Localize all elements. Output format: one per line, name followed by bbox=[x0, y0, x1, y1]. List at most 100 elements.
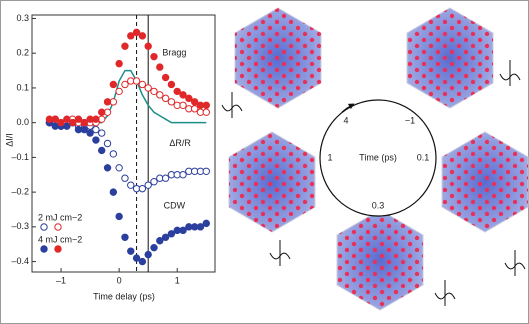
data-point bbox=[138, 257, 147, 266]
time-value: 1 bbox=[327, 152, 332, 162]
data-point bbox=[74, 115, 83, 123]
y-tick-label: 0.3 bbox=[16, 13, 29, 23]
data-point bbox=[179, 101, 187, 109]
data-point bbox=[103, 98, 112, 106]
data-point bbox=[103, 139, 112, 148]
annotation: CDW bbox=[164, 200, 186, 210]
data-point bbox=[68, 118, 77, 127]
y-tick-label: 0.1 bbox=[16, 82, 29, 92]
data-point bbox=[167, 80, 176, 89]
potential-icons bbox=[221, 60, 526, 306]
data-point bbox=[80, 125, 88, 134]
data-point bbox=[138, 32, 147, 40]
data-point bbox=[132, 28, 141, 37]
data-point bbox=[121, 174, 129, 182]
legend-swatch bbox=[54, 245, 62, 253]
data-point bbox=[167, 98, 176, 106]
annotation: Bragg bbox=[162, 48, 186, 58]
data-point bbox=[161, 94, 170, 103]
x-axis-label: Time delay (ps) bbox=[93, 291, 155, 301]
data-point bbox=[109, 150, 118, 158]
x-tick-label: –1 bbox=[56, 275, 66, 285]
data-point bbox=[161, 233, 170, 241]
data-point bbox=[86, 129, 94, 137]
data-point bbox=[127, 247, 135, 255]
data-point bbox=[115, 212, 123, 221]
data-point bbox=[51, 115, 59, 123]
y-tick-label: 0.2 bbox=[16, 48, 29, 58]
data-point bbox=[161, 73, 170, 82]
data-point bbox=[179, 91, 187, 99]
data-point bbox=[98, 129, 106, 137]
data-point bbox=[144, 250, 152, 259]
time-label: Time (ps) bbox=[359, 152, 397, 162]
y-tick-label: –0.3 bbox=[11, 221, 29, 231]
data-point bbox=[202, 219, 210, 228]
data-point bbox=[127, 32, 135, 40]
legend-swatch bbox=[40, 223, 48, 231]
data-point bbox=[92, 115, 100, 123]
data-point bbox=[156, 63, 164, 71]
data-point bbox=[115, 59, 123, 68]
time-value: −1 bbox=[405, 115, 415, 125]
data-point bbox=[202, 108, 210, 116]
data-point bbox=[98, 146, 106, 155]
data-point bbox=[156, 237, 164, 245]
data-point bbox=[202, 167, 210, 175]
annotation: ΔR/R bbox=[169, 138, 191, 148]
plot-frame bbox=[31, 14, 216, 273]
data-point bbox=[185, 94, 193, 103]
y-tick-label: –0.4 bbox=[11, 256, 29, 266]
data-point bbox=[150, 87, 158, 96]
data-point bbox=[202, 101, 210, 109]
atom-dots bbox=[229, 8, 528, 310]
y-axis-label: ΔI/I bbox=[4, 133, 14, 147]
data-point bbox=[109, 188, 118, 196]
data-point bbox=[115, 164, 123, 172]
data-point bbox=[144, 42, 152, 50]
data-point bbox=[179, 226, 187, 235]
data-point bbox=[103, 164, 112, 172]
data-point bbox=[150, 243, 158, 252]
y-tick-label: –0.1 bbox=[11, 152, 29, 162]
legend-swatch bbox=[40, 245, 48, 253]
data-point bbox=[190, 98, 199, 106]
time-circle bbox=[319, 99, 437, 217]
data-point bbox=[179, 171, 187, 179]
data-point bbox=[109, 80, 118, 89]
data-point bbox=[80, 118, 88, 127]
data-point bbox=[161, 174, 170, 182]
time-value: 0.3 bbox=[372, 200, 385, 210]
data-point bbox=[156, 91, 164, 99]
x-tick-label: 1 bbox=[175, 275, 180, 285]
data-point bbox=[173, 87, 181, 96]
data-point bbox=[132, 254, 141, 262]
data-point bbox=[57, 118, 65, 127]
data-point bbox=[115, 87, 123, 96]
data-point bbox=[150, 178, 158, 186]
data-point bbox=[132, 77, 141, 85]
data-point bbox=[121, 233, 129, 241]
legend-label: 4 mJ cm−2 bbox=[38, 234, 82, 244]
data-point bbox=[167, 230, 176, 238]
data-point bbox=[98, 108, 106, 116]
data-point bbox=[121, 42, 129, 50]
data-point bbox=[196, 223, 205, 231]
data-point bbox=[121, 80, 129, 89]
data-point bbox=[138, 184, 147, 193]
legend-label: 2 mJ cm−2 bbox=[38, 212, 82, 222]
data-point bbox=[92, 136, 100, 144]
y-tick-label: –0.2 bbox=[11, 186, 29, 196]
data-point bbox=[63, 122, 71, 130]
data-point bbox=[144, 84, 152, 92]
time-value: 0.1 bbox=[417, 152, 430, 162]
data-point bbox=[63, 115, 71, 123]
data-point bbox=[190, 105, 199, 113]
x-tick-label: 0 bbox=[117, 275, 122, 285]
data-point bbox=[150, 52, 158, 61]
data-point bbox=[127, 181, 135, 189]
legend-swatch bbox=[54, 223, 62, 231]
data-point bbox=[138, 80, 147, 89]
arrow bbox=[341, 103, 355, 113]
